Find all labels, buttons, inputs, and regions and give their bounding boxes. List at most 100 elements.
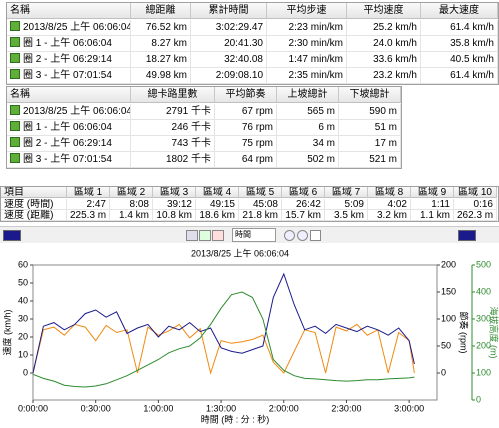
cell-text: 76 rpm (241, 122, 273, 133)
cell-text: 2:09:08.10 (215, 70, 263, 81)
cell-text: 區域 2 (116, 187, 146, 198)
table-cell: 18.6 km (196, 210, 239, 221)
cell-text: 15.7 km (285, 210, 321, 221)
cell-text: 1:47 min/km (288, 54, 343, 65)
dropdown[interactable]: 時間 (232, 228, 276, 242)
column-header: 最大速度 (421, 3, 498, 19)
table-cell: 76 rpm (215, 120, 277, 136)
cell-text: 8.27 km (151, 38, 187, 49)
cell-text: 區域 6 (288, 187, 318, 198)
table-cell: 1:11 (411, 199, 454, 210)
column-header: 總卡路里數 (131, 87, 215, 103)
cell-text: 圈 2 - 上午 06:29:14 (23, 138, 112, 149)
table-cell: 24.0 km/h (347, 36, 421, 52)
cell-text: 17 m (374, 138, 397, 149)
y2-tick-label: 100 (441, 313, 456, 323)
row-icon (10, 137, 20, 147)
table-cell: 21.8 km (239, 210, 282, 221)
cell-text: 最大速度 (439, 5, 479, 16)
color-picker[interactable] (458, 230, 476, 241)
table-cell: 圈 2 - 上午 06:29:14 (7, 52, 131, 68)
table-cell: 圈 1 - 上午 06:06:04 (7, 120, 131, 136)
cell-text: 246 千卡 (171, 122, 211, 133)
column-header: 平均速度 (347, 3, 421, 19)
cell-text: 67 rpm (241, 106, 273, 117)
table-cell: 1:47 min/km (267, 52, 347, 68)
table-cell: 25.2 km/h (347, 20, 421, 36)
column-header: 項目 (1, 187, 67, 198)
y2-tick-label: 0 (441, 367, 446, 377)
table-cell: 10.8 km (153, 210, 196, 221)
table-cell: 4:02 (368, 199, 411, 210)
cell-text: 區域 3 (159, 187, 189, 198)
table-cell: 75 rpm (215, 136, 277, 152)
cell-text: 40.5 km/h (450, 54, 494, 65)
y3-tick-label: 400 (476, 286, 491, 296)
cell-text: 區域 9 (417, 187, 447, 198)
table-cell: 5:09 (325, 199, 368, 210)
x-axis-label: 時間 (時 : 分 : 秒) (201, 413, 270, 424)
x-tick-label: 3:00:00 (394, 403, 424, 413)
color-picker[interactable] (3, 230, 21, 241)
column-header: 區域 1 (67, 187, 110, 198)
cell-text: 圈 3 - 上午 07:01:54 (23, 154, 112, 165)
column-header: 累計時間 (191, 3, 267, 19)
y2-tick-label: 50 (441, 340, 451, 350)
cell-text: 平均速度 (363, 5, 404, 16)
cell-text: 24.0 km/h (373, 38, 417, 49)
column-header: 區域 8 (368, 187, 411, 198)
cell-text: 0:16 (473, 199, 493, 210)
cell-text: 25.2 km/h (373, 22, 417, 33)
cell-text: 項目 (4, 187, 24, 198)
table-cell: 3.2 km (368, 210, 411, 221)
table-cell: 225.3 m (67, 210, 110, 221)
table-cell: 76.52 km (131, 20, 191, 36)
y2-tick-label: 200 (441, 259, 456, 269)
table-cell: 18.27 km (131, 52, 191, 68)
y3-tick-label: 300 (476, 313, 491, 323)
cell-text: 76.52 km (145, 22, 187, 33)
table-cell: 35.8 km/h (421, 36, 498, 52)
cell-text: 名稱 (10, 5, 30, 16)
tool-icon[interactable] (199, 230, 211, 241)
cell-text: 6 m (318, 122, 335, 133)
tool-icon[interactable] (297, 230, 308, 241)
row-icon (10, 53, 20, 63)
column-header: 區域 3 (153, 187, 196, 198)
cell-text: 區域 8 (374, 187, 404, 198)
y2-axis-label: 節奏 (rpm) (459, 312, 470, 354)
cell-text: 64 rpm (241, 154, 273, 165)
column-header: 區域 10 (454, 187, 497, 198)
table-cell: 圈 2 - 上午 06:29:14 (7, 136, 131, 152)
plot-area (32, 264, 438, 401)
y2-tick-label: 150 (441, 286, 456, 296)
cell-text: 速度 (距離) (4, 210, 54, 221)
tool-icon[interactable] (212, 230, 224, 241)
cell-text: 累計時間 (208, 5, 249, 16)
table-cell: 61.4 km/h (421, 20, 498, 36)
cell-text: 2013/8/25 上午 06:06:04 (23, 106, 131, 117)
table-cell: 2013/8/25 上午 06:06:04 (7, 104, 131, 120)
cell-text: 平均步速 (286, 5, 327, 16)
cell-text: 21.8 km (242, 210, 278, 221)
cell-text: 565 m (307, 106, 335, 117)
series-line (32, 272, 415, 374)
table-cell: 3:02:29.47 (191, 20, 267, 36)
tool-icon[interactable] (310, 230, 321, 241)
cell-text: 平均節奏 (225, 89, 266, 100)
column-header: 區域 7 (325, 187, 368, 198)
table-cell: 6 m (277, 120, 339, 136)
toolbar: 時間 (0, 226, 499, 244)
row-icon (10, 37, 20, 47)
cell-text: 2:30 min/km (288, 38, 343, 49)
tool-icon[interactable] (186, 230, 198, 241)
table-cell: 23.2 km/h (347, 68, 421, 84)
cell-text: 圈 2 - 上午 06:29:14 (23, 54, 112, 65)
table-cell: 2:35 min/km (267, 68, 347, 84)
series-line (32, 323, 415, 375)
cell-text: 圈 1 - 上午 06:06:04 (23, 122, 112, 133)
tool-icon[interactable] (284, 230, 295, 241)
cell-text: 3.5 km (333, 210, 364, 221)
table-cell: 15.7 km (282, 210, 325, 221)
table-cell: 502 m (277, 152, 339, 168)
